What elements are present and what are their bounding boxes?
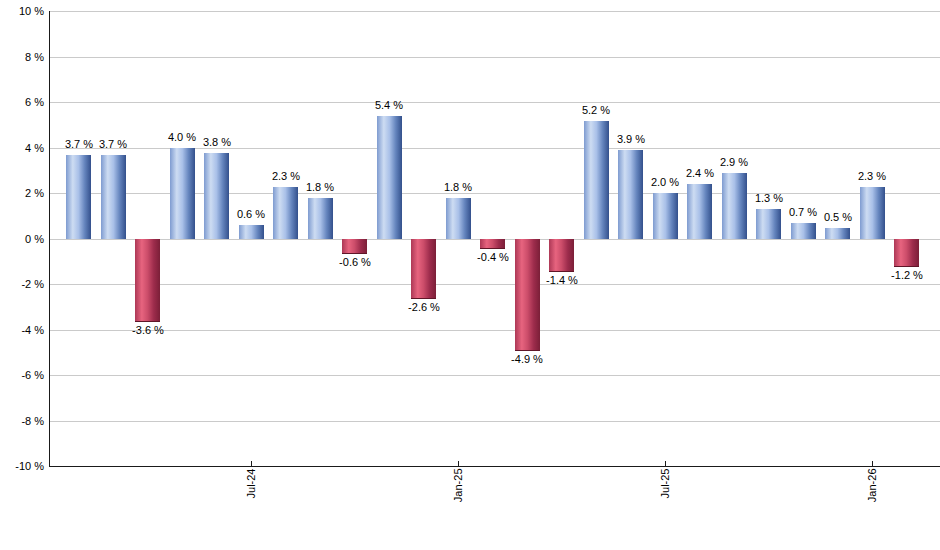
- x-axis-tick-label: Jul-24: [245, 469, 258, 513]
- bar-value-label: 2.4 %: [686, 167, 714, 180]
- bar-Dec-25: [825, 228, 850, 239]
- bar-Aug-25: [687, 184, 712, 239]
- x-axis-tick-label: Jan-25: [452, 469, 465, 513]
- x-axis-tick-label: Jan-26: [866, 469, 879, 513]
- y-axis-tick-label: -4 %: [4, 324, 44, 337]
- bar-Feb-26: [894, 239, 919, 267]
- y-axis-tick-label: 2 %: [4, 187, 44, 200]
- bar-Feb-25: [480, 239, 505, 249]
- bar-May-25: [584, 121, 609, 239]
- bar-value-label: 1.8 %: [306, 181, 334, 194]
- bar-value-label: 3.7 %: [65, 138, 93, 151]
- y-axis-tick-label: -8 %: [4, 415, 44, 428]
- bar-Nov-24: [377, 116, 402, 239]
- bar-value-label: -0.6 %: [339, 256, 371, 269]
- bar-value-label: 0.5 %: [824, 211, 852, 224]
- bar-value-label: 5.2 %: [582, 104, 610, 117]
- bar-value-label: 0.7 %: [789, 206, 817, 219]
- gridline: [49, 330, 940, 331]
- x-axis-tick-mark: [251, 461, 252, 466]
- bar-Jul-25: [653, 193, 678, 239]
- bar-value-label: 2.0 %: [651, 176, 679, 189]
- bar-Jan-25: [446, 198, 471, 239]
- y-axis-tick-label: 8 %: [4, 51, 44, 64]
- bar-Sep-25: [722, 173, 747, 239]
- gridline: [49, 57, 940, 58]
- bar-value-label: 2.3 %: [858, 170, 886, 183]
- bar-Mar-25: [515, 239, 540, 351]
- bar-value-label: 3.9 %: [617, 133, 645, 146]
- monthly-returns-bar-chart: 10 % 8 % 6 % 4 % 2 % 0 % -2 % -4 % -6 % -8 % -10 %…: [0, 0, 940, 550]
- y-axis-tick-label: -10 %: [4, 460, 44, 473]
- bar-value-label: 0.6 %: [237, 208, 265, 221]
- y-axis-tick-label: 6 %: [4, 96, 44, 109]
- bar-value-label: -1.4 %: [546, 274, 578, 287]
- bar-Jul-24: [239, 225, 264, 239]
- bar-value-label: 2.9 %: [720, 156, 748, 169]
- y-axis-line: [49, 11, 50, 467]
- gridline: [49, 375, 940, 376]
- bar-Sep-24: [308, 198, 333, 239]
- x-axis-tick-mark: [665, 461, 666, 466]
- bar-value-label: -0.4 %: [477, 251, 509, 264]
- y-axis-tick-label: 0 %: [4, 233, 44, 246]
- bar-value-label: 2.3 %: [272, 170, 300, 183]
- gridline: [49, 284, 940, 285]
- x-axis-tick-mark: [872, 461, 873, 466]
- bar-May-24: [170, 148, 195, 239]
- bar-value-label: 3.8 %: [203, 136, 231, 149]
- y-axis-tick-label: 10 %: [4, 5, 44, 18]
- bar-Apr-24: [135, 239, 160, 322]
- bar-Aug-24: [273, 187, 298, 239]
- bar-Oct-25: [756, 209, 781, 239]
- bar-Jun-24: [204, 153, 229, 239]
- x-axis-tick-mark: [458, 461, 459, 466]
- bar-value-label: 5.4 %: [375, 99, 403, 112]
- gridline: [49, 11, 940, 12]
- bar-value-label: -4.9 %: [511, 353, 543, 366]
- gridline: [49, 102, 940, 103]
- bar-value-label: 4.0 %: [168, 131, 196, 144]
- bar-Apr-25: [549, 239, 574, 272]
- bar-value-label: -2.6 %: [408, 301, 440, 314]
- bar-value-label: 1.3 %: [755, 192, 783, 205]
- bar-Jun-25: [618, 150, 643, 239]
- gridline: [49, 421, 940, 422]
- bar-value-label: 1.8 %: [444, 181, 472, 194]
- y-axis-tick-label: 4 %: [4, 142, 44, 155]
- bar-Oct-24: [342, 239, 367, 254]
- bar-Dec-24: [411, 239, 436, 299]
- y-axis-tick-label: -2 %: [4, 278, 44, 291]
- bar-Nov-25: [791, 223, 816, 239]
- bar-value-label: -1.2 %: [891, 269, 923, 282]
- bar-Jan-26: [860, 187, 885, 239]
- bar-Mar-24: [101, 155, 126, 239]
- bar-value-label: 3.7 %: [99, 138, 127, 151]
- bar-Feb-24: [66, 155, 91, 239]
- x-axis-line: [49, 466, 940, 467]
- x-axis-tick-label: Jul-25: [659, 469, 672, 513]
- bar-value-label: -3.6 %: [132, 324, 164, 337]
- y-axis-tick-label: -6 %: [4, 369, 44, 382]
